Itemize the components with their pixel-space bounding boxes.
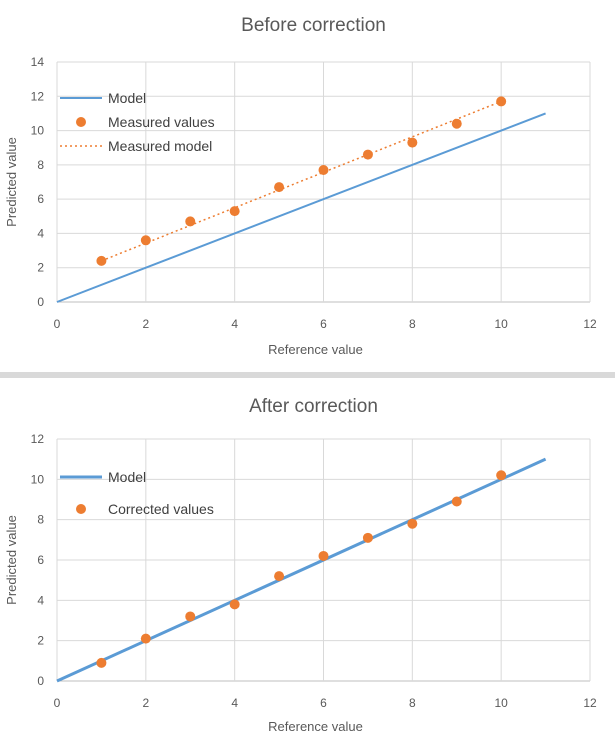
y-tick-label: 2 — [37, 634, 44, 648]
data-point — [140, 235, 151, 246]
x-tick-label: 6 — [320, 696, 327, 710]
legend-entry: Corrected values — [108, 501, 214, 517]
x-tick-label: 2 — [142, 696, 149, 710]
x-tick-label: 0 — [54, 317, 61, 331]
y-tick-label: 6 — [37, 192, 44, 206]
data-point — [407, 137, 418, 148]
x-tick-label: 12 — [583, 696, 597, 710]
legend-entry: Model — [108, 90, 146, 106]
y-tick-label: 4 — [37, 593, 44, 607]
legend-swatch-point — [76, 504, 86, 514]
chart-title: After correction — [249, 396, 378, 417]
x-tick-label: 4 — [231, 317, 238, 331]
data-point — [96, 657, 107, 668]
x-tick-label: 10 — [494, 696, 508, 710]
data-point — [185, 611, 196, 622]
legend-swatch-point — [76, 117, 86, 127]
y-tick-label: 4 — [37, 226, 44, 240]
legend-entry: Model — [108, 469, 146, 485]
chart-title: Before correction — [241, 15, 386, 36]
measured-model-line — [101, 100, 502, 262]
panel-divider — [0, 372, 615, 378]
chart-panel-after: After correction 0 2 4 6 8 10 12 0 2 4 6 8 10 12 Refere… — [0, 378, 615, 750]
data-point — [496, 96, 507, 107]
y-axis-title: Predicted value — [4, 137, 19, 227]
data-point — [496, 470, 507, 481]
x-tick-label: 6 — [320, 317, 327, 331]
y-tick-label: 0 — [37, 674, 44, 688]
data-point — [96, 255, 107, 266]
x-tick-label: 12 — [583, 317, 597, 331]
y-tick-label: 14 — [31, 55, 45, 69]
y-tick-label: 12 — [31, 89, 45, 103]
data-point — [229, 599, 240, 610]
x-axis-title: Reference value — [268, 342, 363, 357]
data-point — [140, 633, 151, 644]
x-tick-label: 8 — [409, 696, 416, 710]
y-tick-label: 8 — [37, 513, 44, 527]
y-tick-label: 6 — [37, 553, 44, 567]
data-point — [362, 149, 373, 160]
chart-after-correction: After correction 0 2 4 6 8 10 12 0 2 4 6 8 10 12 Refere… — [4, 396, 597, 734]
y-axis-title: Predicted value — [4, 515, 19, 605]
y-tick-label: 0 — [37, 295, 44, 309]
legend-entry: Measured values — [108, 114, 215, 130]
data-point — [407, 518, 418, 529]
x-tick-label: 8 — [409, 317, 416, 331]
y-tick-label: 10 — [31, 472, 45, 486]
data-point — [451, 118, 462, 129]
model-line — [56, 112, 546, 303]
legend-entry: Measured model — [108, 138, 212, 154]
y-tick-label: 12 — [31, 432, 45, 446]
x-tick-label: 2 — [142, 317, 149, 331]
chart-panel-before: Before correction 0 2 4 6 8 10 12 14 0 2 4 6 8 10 12 Ref… — [0, 0, 615, 372]
y-tick-label: 10 — [31, 124, 45, 138]
chart-before-correction: Before correction 0 2 4 6 8 10 12 14 0 2 4 6 8 10 12 Ref… — [4, 15, 597, 357]
data-point — [362, 532, 373, 543]
data-point — [318, 550, 329, 561]
data-point — [274, 571, 285, 582]
data-point — [274, 182, 285, 193]
x-tick-label: 4 — [231, 696, 238, 710]
y-tick-label: 8 — [37, 158, 44, 172]
y-tick-label: 2 — [37, 261, 44, 275]
x-axis-title: Reference value — [268, 719, 363, 734]
data-point — [318, 165, 329, 175]
data-point — [229, 206, 240, 217]
model-line — [56, 457, 547, 683]
x-tick-label: 10 — [494, 317, 508, 331]
data-point — [451, 496, 462, 507]
x-tick-label: 0 — [54, 696, 61, 710]
data-point — [185, 216, 196, 227]
